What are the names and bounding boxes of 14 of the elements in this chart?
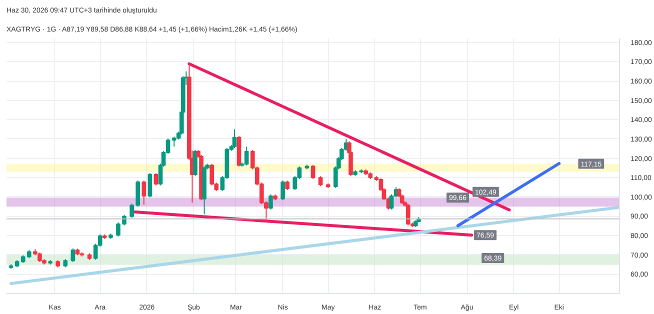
candlestick xyxy=(268,194,273,210)
candlestick xyxy=(310,164,316,180)
candlestick xyxy=(116,222,120,238)
candlestick xyxy=(70,248,76,263)
candlestick xyxy=(142,180,146,206)
candlestick xyxy=(280,180,285,201)
candlestick xyxy=(232,128,237,149)
candlestick xyxy=(148,172,152,198)
candlestick xyxy=(285,180,290,190)
candlestick xyxy=(193,149,198,176)
candlestick xyxy=(318,176,323,187)
candlestick xyxy=(406,203,410,226)
candlestick xyxy=(154,172,158,186)
candlestick xyxy=(244,146,249,166)
